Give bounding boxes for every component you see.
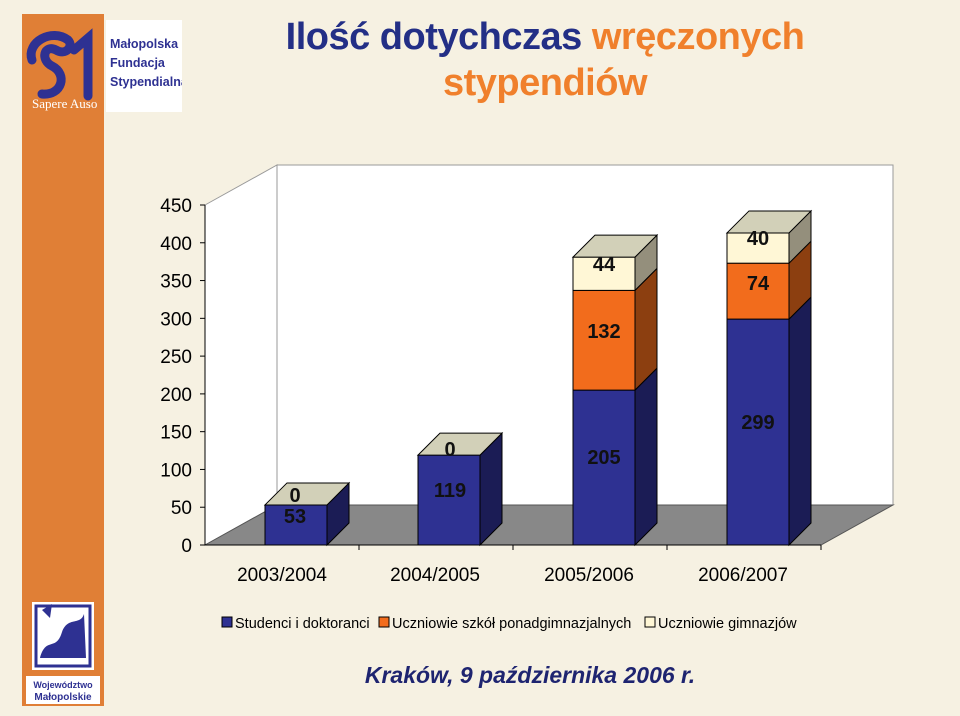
- legend: Studenci i doktoranci Uczniowie szkół pon…: [221, 616, 797, 632]
- bar-stack: [416, 431, 504, 547]
- sidebar-band: [22, 14, 104, 704]
- y-tick-label: 300: [160, 309, 192, 330]
- bar-stack: [571, 233, 659, 547]
- title-part-orange: wręczonych stypendiów: [442, 16, 805, 104]
- footer-date: Kraków, 9 października 2006 r.: [364, 662, 696, 688]
- region-name-line2: Małopolskie: [34, 692, 92, 703]
- y-tick-label: 0: [181, 536, 192, 557]
- legend-item: Uczniowie szkół ponadgimnazjalnych: [378, 616, 631, 632]
- side-wall: [204, 164, 278, 546]
- bar-top: [725, 210, 813, 234]
- bar-segment-front: [726, 318, 790, 546]
- bar-top: [571, 234, 659, 258]
- data-label: 53: [284, 506, 306, 528]
- data-label: 205: [587, 447, 620, 469]
- bar-segment-front: [264, 504, 328, 546]
- bar-stack: [725, 209, 813, 547]
- region-logo: Województwo Małopolskie: [22, 596, 104, 706]
- x-tick-label: 2004/2005: [390, 565, 480, 586]
- bar-segment-front: [572, 289, 636, 391]
- data-label: 0: [444, 439, 455, 461]
- x-axis-labels: 2003/2004 2004/2005 2005/2006 2006/2007: [237, 565, 788, 586]
- legend-label: Uczniowie szkół ponadgimnazjalnych: [392, 616, 631, 632]
- y-tick-label: 50: [171, 498, 192, 519]
- foundation-logo: Małopolska Fundacja Stypendialna Sapere …: [22, 20, 182, 112]
- y-tick-label: 250: [160, 347, 192, 368]
- data-label: 119: [434, 480, 466, 502]
- bar-segment-side: [634, 366, 658, 547]
- y-tick-label: 450: [160, 196, 192, 217]
- y-tick-label: 150: [160, 423, 192, 444]
- y-tick-label: 350: [160, 272, 192, 293]
- legend-item: Uczniowie gimnazjów: [644, 616, 797, 632]
- page-title: Ilość dotychczas wręczonych stypendiów: [205, 14, 885, 106]
- foundation-name-line2: Fundacja: [110, 56, 166, 70]
- data-label: 0: [289, 485, 300, 507]
- y-tick-label: 200: [160, 385, 192, 406]
- bar-segment-front: [572, 256, 636, 291]
- foundation-motto: Sapere Auso: [32, 96, 97, 111]
- bar-top: [416, 432, 504, 456]
- legend-swatch: [378, 616, 390, 628]
- y-tick-label: 100: [160, 460, 192, 481]
- region-name-line1: Województwo: [33, 680, 93, 690]
- y-tick-label: 400: [160, 234, 192, 255]
- bar-top: [263, 482, 351, 506]
- legend-swatch: [221, 616, 233, 628]
- data-label: 40: [747, 228, 769, 250]
- data-label: 74: [747, 273, 770, 295]
- legend-swatch: [644, 616, 656, 628]
- data-label: 44: [593, 254, 616, 276]
- legend-label: Studenci i doktoranci: [235, 616, 370, 632]
- data-label: 132: [587, 321, 620, 343]
- x-tick-label: 2005/2006: [544, 565, 634, 586]
- x-tick-label: 2003/2004: [237, 565, 327, 586]
- data-label: 299: [741, 412, 774, 434]
- bar-stack: [263, 481, 351, 547]
- x-tick-label: 2006/2007: [698, 565, 788, 586]
- foundation-name-line3: Stypendialna: [110, 75, 182, 89]
- bar-segment-front: [572, 389, 636, 546]
- foundation-name-line1: Małopolska: [110, 37, 179, 51]
- title-part-dark: Ilość dotychczas: [285, 16, 583, 58]
- bar-segment-side: [788, 295, 812, 547]
- legend-item: Studenci i doktoranci: [221, 616, 370, 632]
- legend-label: Uczniowie gimnazjów: [658, 616, 797, 632]
